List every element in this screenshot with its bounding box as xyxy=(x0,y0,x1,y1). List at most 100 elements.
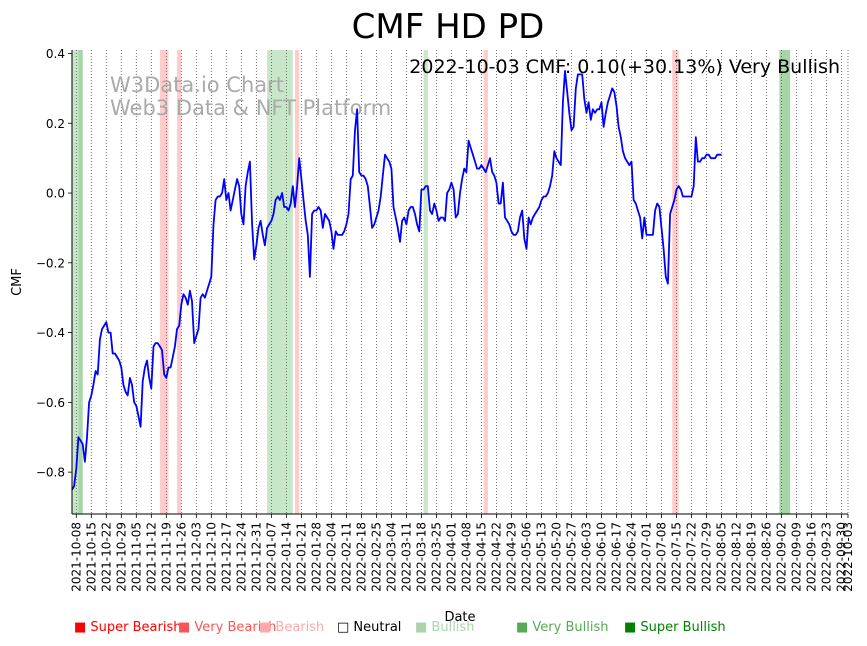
y-tick-label: 0.0 xyxy=(46,187,65,201)
y-ticks: −0.8 −0.6 −0.4 −0.2 0.0 0.2 0.4 xyxy=(36,47,72,480)
x-tick-label: 2022-09-16 xyxy=(805,522,819,592)
x-tick-label: 2022-01-28 xyxy=(309,522,323,592)
date-gridlines xyxy=(75,50,849,514)
x-tick-label: 2022-04-08 xyxy=(459,522,473,592)
x-tick-label: 2022-03-04 xyxy=(384,522,398,592)
y-tick-label: 0.2 xyxy=(46,117,65,131)
y-axis-label: CMF xyxy=(10,268,25,296)
x-tick-label: 2022-10-03 xyxy=(841,522,855,592)
x-tick-label: 2022-02-04 xyxy=(324,522,338,592)
cmf-line xyxy=(71,70,722,491)
x-tick-label: 2022-02-25 xyxy=(369,522,383,592)
x-tick-label: 2022-05-20 xyxy=(549,522,563,592)
legend-swatch: □ xyxy=(337,620,354,635)
x-tick-label: 2022-04-22 xyxy=(489,522,503,592)
x-tick-label: 2022-07-15 xyxy=(670,522,684,592)
x-tick-label: 2022-08-12 xyxy=(730,522,744,592)
legend-label: Very Bullish xyxy=(532,620,609,635)
x-tick-label: 2022-01-21 xyxy=(294,522,308,592)
x-tick-label: 2022-03-11 xyxy=(399,522,413,592)
x-tick-label: 2021-10-08 xyxy=(69,522,83,592)
x-tick-label: 2021-12-03 xyxy=(189,522,203,592)
x-tick-label: 2021-10-15 xyxy=(84,522,98,592)
x-tick-label: 2021-10-29 xyxy=(114,522,128,592)
y-tick-label: −0.8 xyxy=(36,466,65,480)
x-tick-label: 2022-06-17 xyxy=(609,522,623,592)
x-tick-label: 2022-08-05 xyxy=(715,522,729,592)
legend-item-super-bullish: ■ Super Bullish xyxy=(624,620,726,635)
x-tick-label: 2021-12-24 xyxy=(234,522,248,592)
x-tick-label: 2021-11-19 xyxy=(159,522,173,592)
legend-label: Neutral xyxy=(353,620,402,635)
band-bearish xyxy=(159,50,169,514)
legend-swatch: ■ xyxy=(259,620,276,635)
x-tick-label: 2022-06-10 xyxy=(594,522,608,592)
x-tick-label: 2022-09-30 xyxy=(835,522,849,592)
latest-value-annotation: 2022-10-03 CMF: 0.10(+30.13%) Very Bulli… xyxy=(409,56,840,78)
x-tick-label: 2022-06-24 xyxy=(624,522,638,592)
legend-item-super-bearish: ■ Super Bearish xyxy=(74,620,182,635)
legend-swatch: ■ xyxy=(415,620,432,635)
x-axis-label: Date xyxy=(444,610,475,625)
x-tick-label: 2022-04-01 xyxy=(444,522,458,592)
x-tick-label: 2022-07-22 xyxy=(685,522,699,592)
band-bearish xyxy=(177,50,182,514)
legend-item-very-bearish: ■ Very Bearish xyxy=(178,620,276,635)
chart-title: CMF HD PD xyxy=(352,7,545,47)
y-tick-label: −0.2 xyxy=(36,256,65,270)
x-tick-label: 2021-12-17 xyxy=(219,522,233,592)
watermark-line-2: Web3 Data & NFT Platform xyxy=(110,96,391,120)
x-tick-label: 2021-10-22 xyxy=(99,522,113,592)
y-tick-label: −0.4 xyxy=(36,326,65,340)
x-tick-label: 2022-03-18 xyxy=(414,522,428,592)
x-tick-label: 2022-08-19 xyxy=(745,522,759,592)
x-tick-label: 2022-07-29 xyxy=(700,522,714,592)
band-bearish xyxy=(672,50,679,514)
band-bearish xyxy=(483,50,488,514)
x-tick-label: 2021-11-05 xyxy=(129,522,143,592)
legend-label: Very Bearish xyxy=(194,620,277,635)
legend-item-bullish: ■ Bullish xyxy=(415,620,474,635)
legend-label: Super Bullish xyxy=(640,620,726,635)
x-tick-label: 2021-12-31 xyxy=(249,522,263,592)
x-tick-label: 2022-05-06 xyxy=(519,522,533,592)
x-tick-label: 2022-07-08 xyxy=(655,522,669,592)
x-tick-label: 2022-04-15 xyxy=(474,522,488,592)
legend-label: Bearish xyxy=(275,620,325,635)
band-super-bullish xyxy=(78,50,83,514)
x-tick-label: 2022-09-02 xyxy=(775,522,789,592)
x-tick-label: 2022-03-25 xyxy=(429,522,443,592)
x-tick-label: 2022-04-29 xyxy=(504,522,518,592)
x-tick-label: 2022-09-09 xyxy=(790,522,804,592)
band-very-bullish xyxy=(423,50,428,514)
legend-label: Bullish xyxy=(431,620,475,635)
legend-item-neutral: □ Neutral xyxy=(337,620,401,635)
x-ticks: 2021-10-08 2021-10-15 2021-10-22 2021-10-29… xyxy=(69,514,855,592)
x-tick-label: 2022-06-03 xyxy=(579,522,593,592)
axes xyxy=(71,50,848,515)
legend: ■ Super Bearish ■ Very Bearish ■ Bearish □ … xyxy=(0,620,867,640)
legend-swatch: ■ xyxy=(624,620,641,635)
watermark-line-1: W3Data.io Chart xyxy=(110,73,284,97)
x-tick-label: 2022-05-27 xyxy=(564,522,578,592)
x-tick-label: 2022-02-18 xyxy=(354,522,368,592)
legend-swatch: ■ xyxy=(516,620,533,635)
y-tick-label: 0.4 xyxy=(46,47,65,61)
x-tick-label: 2022-01-07 xyxy=(264,522,278,592)
x-tick-label: 2022-02-11 xyxy=(339,522,353,592)
legend-swatch: ■ xyxy=(74,620,91,635)
legend-item-very-bullish: ■ Very Bullish xyxy=(516,620,608,635)
y-tick-label: −0.6 xyxy=(36,396,65,410)
x-tick-label: 2021-11-12 xyxy=(144,522,158,592)
legend-label: Super Bearish xyxy=(90,620,182,635)
x-tick-label: 2022-07-01 xyxy=(639,522,653,592)
x-tick-label: 2021-12-10 xyxy=(204,522,218,592)
x-tick-label: 2022-05-13 xyxy=(534,522,548,592)
legend-item-bearish: ■ Bearish xyxy=(259,620,324,635)
x-tick-label: 2022-08-26 xyxy=(760,522,774,592)
band-super-bullish xyxy=(779,50,791,514)
x-tick-label: 2022-09-23 xyxy=(820,522,834,592)
x-tick-label: 2021-11-26 xyxy=(174,522,188,592)
x-tick-label: 2022-01-14 xyxy=(279,522,293,592)
